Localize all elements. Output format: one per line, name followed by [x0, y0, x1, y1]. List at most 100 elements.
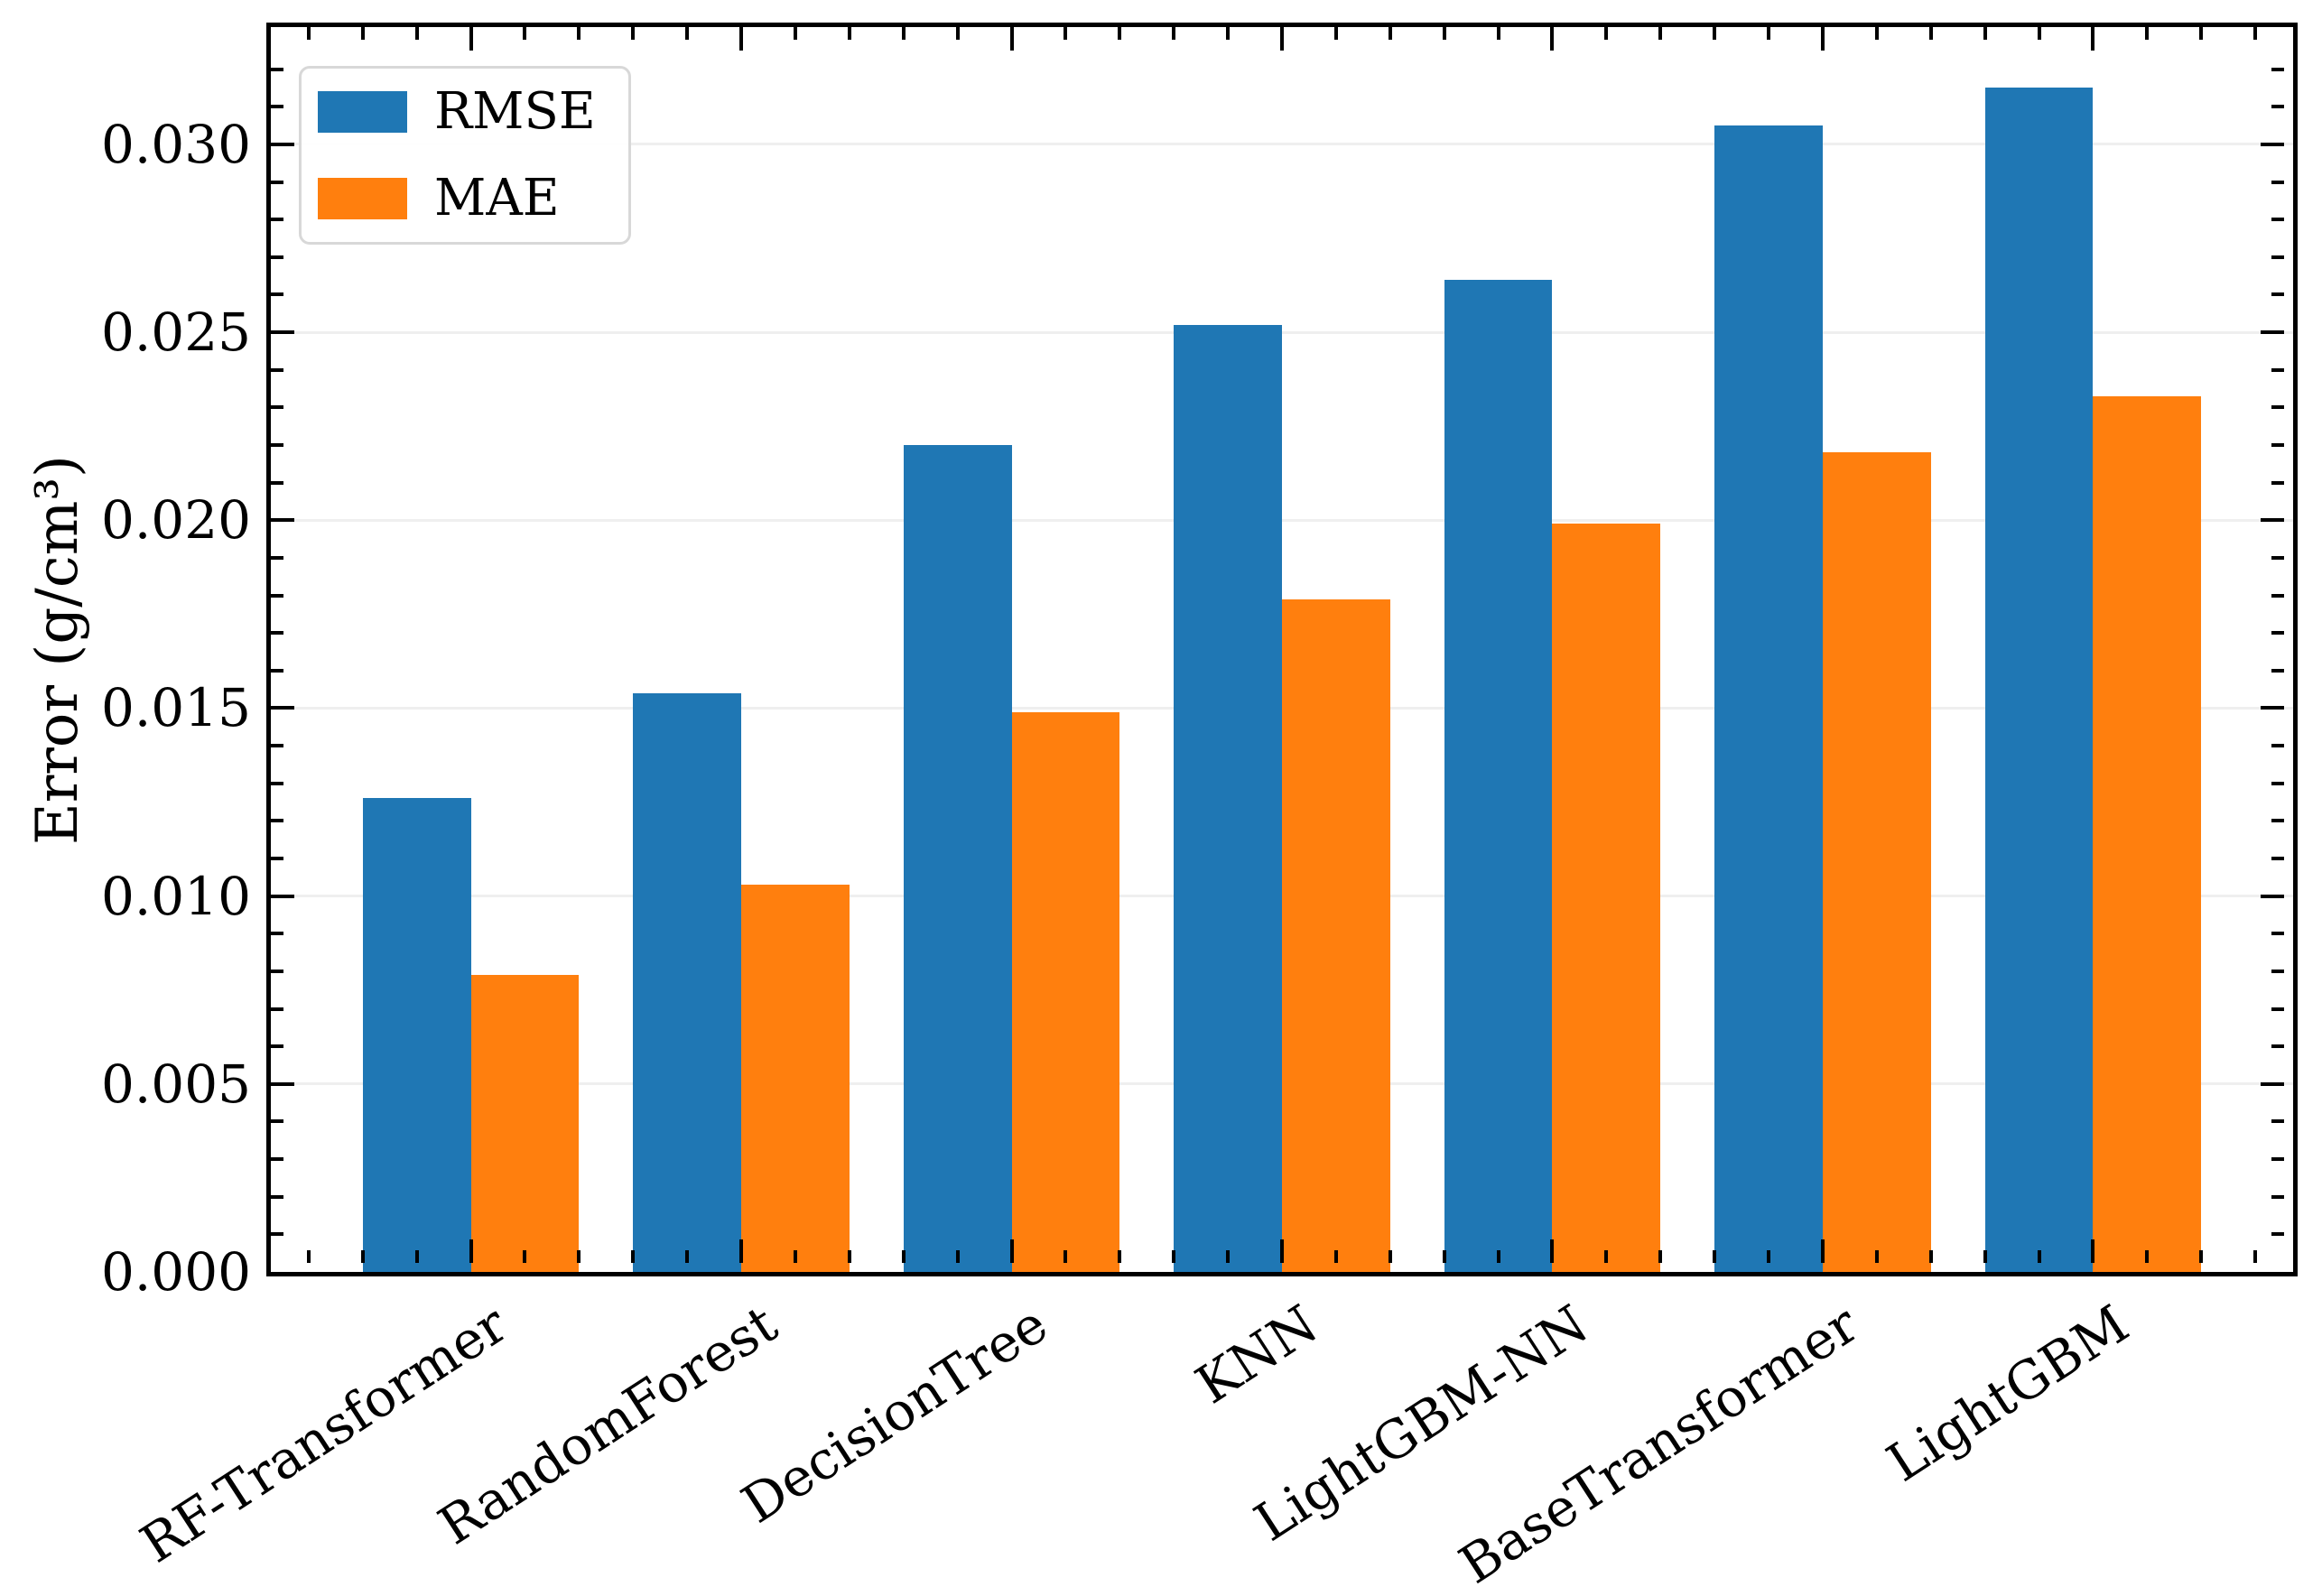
y-major-tick	[271, 142, 294, 146]
y-major-tick	[2261, 1081, 2284, 1086]
x-minor-tick	[901, 27, 906, 40]
bar-rmse-KNN	[1174, 324, 1282, 1272]
y-minor-tick	[2271, 1194, 2284, 1199]
y-minor-tick	[271, 1119, 283, 1124]
x-minor-tick	[1063, 27, 1068, 40]
y-minor-tick	[271, 67, 283, 71]
y-minor-tick	[271, 480, 283, 485]
x-minor-tick	[1172, 1250, 1176, 1263]
y-minor-tick	[271, 668, 283, 673]
x-minor-tick	[685, 1250, 690, 1263]
x-minor-tick	[360, 27, 365, 40]
y-minor-tick	[271, 292, 283, 297]
bar-mae-BaseTransformer	[1822, 452, 1931, 1272]
y-minor-tick	[2271, 781, 2284, 785]
y-minor-tick	[2271, 180, 2284, 184]
y-tick-label: 0.010	[100, 865, 251, 927]
x-major-tick	[1820, 27, 1825, 51]
y-minor-tick	[2271, 668, 2284, 673]
y-minor-tick	[271, 367, 283, 372]
x-minor-tick	[1333, 1250, 1338, 1263]
y-minor-tick	[271, 442, 283, 447]
bar-rmse-LightGBM	[1984, 88, 2094, 1272]
x-minor-tick	[1713, 1250, 1717, 1263]
x-minor-tick	[685, 27, 690, 40]
rmse-swatch-icon	[318, 91, 407, 133]
x-major-tick	[739, 1239, 744, 1263]
y-tick-label: 0.025	[100, 302, 251, 364]
y-minor-tick	[2271, 555, 2284, 560]
x-minor-tick	[523, 1250, 527, 1263]
y-minor-tick	[2271, 631, 2284, 636]
x-major-tick	[1820, 1239, 1825, 1263]
gridline-y-0.020	[271, 518, 2293, 522]
bar-rmse-BaseTransformer	[1714, 125, 1823, 1272]
y-minor-tick	[271, 180, 283, 184]
x-minor-tick	[1874, 27, 1879, 40]
y-minor-tick	[271, 1157, 283, 1162]
bar-mae-DecisionTree	[1011, 711, 1120, 1272]
y-minor-tick	[2271, 819, 2284, 823]
x-minor-tick	[577, 1250, 581, 1263]
y-minor-tick	[2271, 67, 2284, 71]
x-minor-tick	[793, 27, 797, 40]
y-tick-label: 0.005	[100, 1053, 251, 1115]
x-minor-tick	[2037, 1250, 2041, 1263]
x-tick-label-KNN: KNN	[1184, 1293, 1329, 1416]
y-minor-tick	[271, 405, 283, 410]
y-minor-tick	[2271, 1007, 2284, 1011]
x-minor-tick	[1874, 1250, 1879, 1263]
y-tick-label: 0.000	[100, 1241, 251, 1303]
x-minor-tick	[2145, 27, 2150, 40]
y-minor-tick	[2271, 593, 2284, 598]
bar-rmse-LightGBM-NN	[1444, 279, 1553, 1272]
y-minor-tick	[2271, 292, 2284, 297]
x-major-tick	[1550, 1239, 1555, 1263]
y-minor-tick	[271, 1007, 283, 1011]
x-minor-tick	[1118, 1250, 1122, 1263]
y-minor-tick	[2271, 480, 2284, 485]
x-minor-tick	[793, 1250, 797, 1263]
x-minor-tick	[1063, 1250, 1068, 1263]
x-major-tick	[2091, 27, 2095, 51]
x-minor-tick	[1713, 27, 1717, 40]
legend-item-mae: MAE	[318, 173, 596, 224]
y-minor-tick	[2271, 744, 2284, 748]
y-minor-tick	[2271, 218, 2284, 222]
x-minor-tick	[306, 1250, 311, 1263]
y-minor-tick	[271, 781, 283, 785]
gridline-y-0.025	[271, 330, 2293, 334]
y-minor-tick	[2271, 367, 2284, 372]
x-minor-tick	[1496, 27, 1500, 40]
y-minor-tick	[2271, 1157, 2284, 1162]
x-major-tick	[469, 1239, 473, 1263]
x-minor-tick	[1496, 1250, 1500, 1263]
bar-rmse-RF-Transformer	[362, 798, 471, 1272]
bar-mae-RandomForest	[741, 885, 850, 1272]
x-minor-tick	[955, 27, 960, 40]
x-minor-tick	[631, 1250, 636, 1263]
x-minor-tick	[2253, 1250, 2258, 1263]
x-minor-tick	[1604, 1250, 1609, 1263]
x-minor-tick	[1333, 27, 1338, 40]
x-tick-label-DecisionTree: DecisionTree	[730, 1293, 1058, 1536]
x-minor-tick	[360, 1250, 365, 1263]
x-major-tick	[1009, 1239, 1014, 1263]
x-minor-tick	[1226, 27, 1231, 40]
x-minor-tick	[1658, 1250, 1663, 1263]
x-major-tick	[469, 27, 473, 51]
legend: RMSE MAE	[299, 66, 631, 245]
y-minor-tick	[2271, 856, 2284, 860]
x-minor-tick	[2037, 27, 2041, 40]
legend-label-rmse: RMSE	[434, 82, 596, 141]
bar-rmse-RandomForest	[633, 692, 742, 1272]
x-minor-tick	[577, 27, 581, 40]
y-minor-tick	[271, 593, 283, 598]
y-minor-tick	[271, 255, 283, 259]
y-minor-tick	[2271, 255, 2284, 259]
x-minor-tick	[414, 27, 419, 40]
y-major-tick	[2261, 142, 2284, 146]
y-minor-tick	[271, 1232, 283, 1237]
x-minor-tick	[414, 1250, 419, 1263]
x-minor-tick	[1442, 27, 1446, 40]
